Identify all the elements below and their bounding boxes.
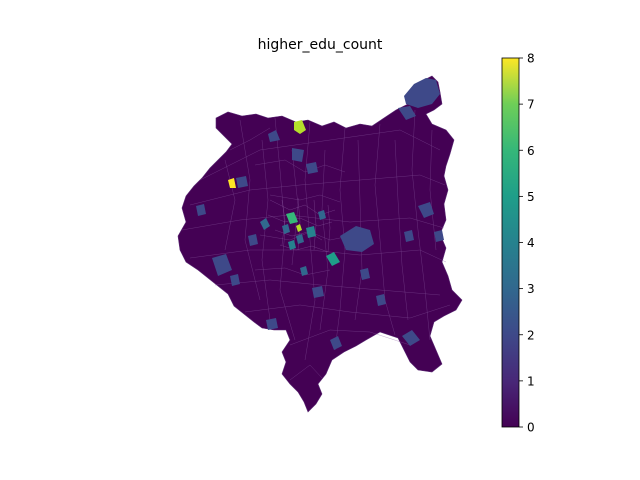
value-8-regions	[228, 178, 236, 188]
choropleth-map	[177, 75, 463, 413]
value-2-regions	[260, 210, 326, 276]
colorbar-tick-label: 8	[527, 52, 535, 66]
colorbar-tick-label: 4	[527, 236, 535, 250]
value-5-regions	[286, 212, 298, 224]
colorbar: 0 1 2 3 4 5 6 7 8	[501, 52, 535, 435]
colorbar-tick-label: 2	[527, 328, 535, 342]
value-4-regions	[326, 252, 340, 266]
colorbar-tick-label: 1	[527, 374, 535, 388]
colorbar-tick-label: 3	[527, 282, 535, 296]
colorbar-tick-label: 7	[527, 98, 535, 112]
colorbar-gradient	[501, 57, 520, 428]
value-7-regions	[294, 120, 306, 232]
map-title: higher_edu_count	[258, 37, 383, 53]
colorbar-ticks: 0 1 2 3 4 5 6 7 8	[519, 52, 535, 435]
colorbar-tick-label: 6	[527, 144, 535, 158]
region-outline	[177, 75, 463, 413]
colorbar-tick-label: 0	[527, 421, 535, 435]
tract-boundaries	[181, 109, 451, 381]
colorbar-tick-label: 5	[527, 190, 535, 204]
value-3-regions	[288, 226, 316, 250]
value-1-regions	[196, 78, 444, 350]
